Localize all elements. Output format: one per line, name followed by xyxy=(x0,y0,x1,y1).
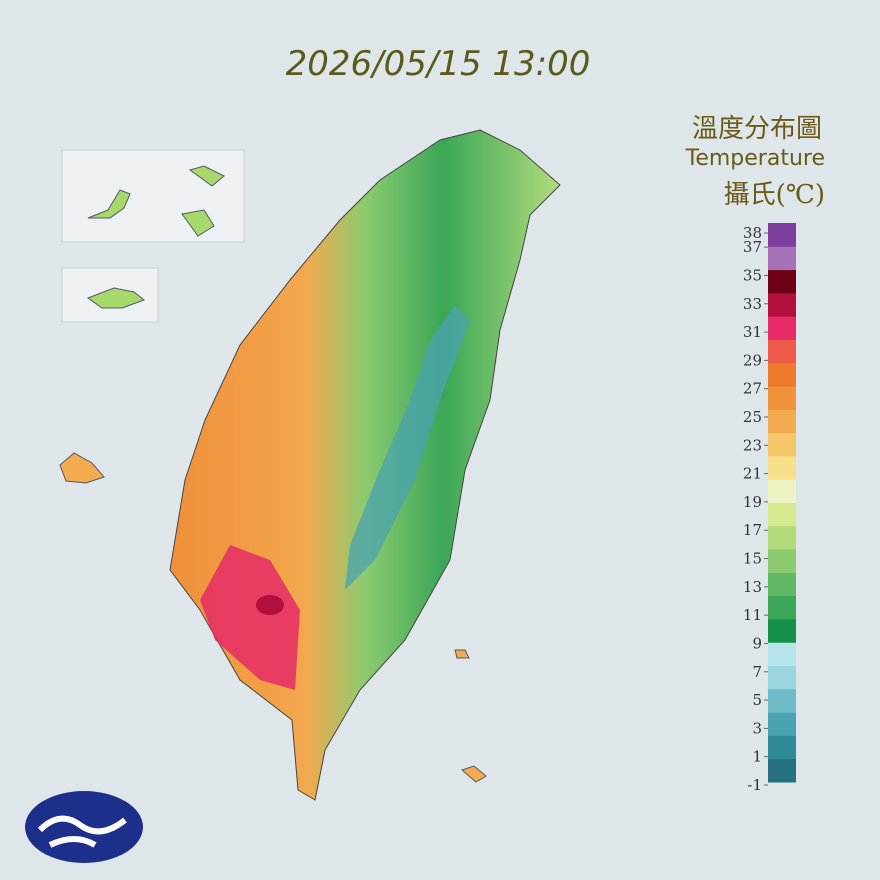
legend-swatch xyxy=(768,735,796,760)
legend-swatch xyxy=(768,292,796,317)
legend-tick-label: -1 xyxy=(747,776,762,794)
legend-tick-label: 37 xyxy=(743,238,762,256)
legend-swatch xyxy=(768,688,796,713)
legend-swatch xyxy=(768,432,796,457)
legend-tick-label: 25 xyxy=(743,408,762,426)
logo xyxy=(25,791,143,863)
legend-tick-label: 19 xyxy=(743,493,762,511)
legend-tick-label: 15 xyxy=(743,550,762,568)
legend-tick-label: 7 xyxy=(752,663,762,681)
legend-swatch xyxy=(768,362,796,387)
hot-area xyxy=(200,545,300,690)
legend-swatch xyxy=(768,712,796,736)
legend-swatch xyxy=(768,386,796,410)
legend-swatch xyxy=(768,525,796,550)
legend-tick-label: 31 xyxy=(743,323,762,341)
legend-tick-label: 17 xyxy=(743,521,762,539)
legend-swatch xyxy=(768,758,796,783)
legend-swatch xyxy=(768,455,796,480)
legend-tick-label: 21 xyxy=(743,465,762,483)
legend-tick-label: 5 xyxy=(752,691,762,709)
islets xyxy=(454,649,487,783)
legend-tick-label: 1 xyxy=(752,748,762,766)
legend-tick-label: 11 xyxy=(743,606,762,624)
map-title: 2026/05/15 13:00 xyxy=(286,44,591,84)
legend-swatch xyxy=(768,502,796,527)
legend-swatch xyxy=(768,409,796,434)
legend-subtitle: Temperature xyxy=(685,146,825,171)
legend-swatch xyxy=(768,572,796,597)
legend-tick-label: 29 xyxy=(743,351,762,369)
hot-spot xyxy=(256,595,284,615)
legend-swatch xyxy=(768,316,796,340)
legend-tick-label: 27 xyxy=(743,380,762,398)
legend-swatch xyxy=(768,549,796,573)
legend-swatch xyxy=(768,479,796,503)
legend-tick-label: 35 xyxy=(743,266,762,284)
legend-tick-label: 38 xyxy=(743,224,762,242)
legend-tick-label: 23 xyxy=(743,436,762,454)
legend-swatch xyxy=(768,223,796,247)
legend-tick-label: 33 xyxy=(743,295,762,313)
legend-tick-label: 13 xyxy=(743,578,762,596)
legend-swatch xyxy=(768,246,796,271)
legend-swatch xyxy=(768,269,796,294)
legend-swatch xyxy=(768,665,796,690)
legend-swatch xyxy=(768,339,796,364)
legend-tick-label: 9 xyxy=(752,634,762,652)
mountain-ridge xyxy=(345,305,470,590)
inset-boxes xyxy=(59,149,245,484)
legend-unit: 攝氏(℃) xyxy=(724,180,825,210)
legend-swatch xyxy=(768,618,796,643)
legend-swatch xyxy=(768,595,796,620)
legend-title: 溫度分布圖 xyxy=(692,114,822,144)
legend-tick-label: 3 xyxy=(752,719,762,737)
legend-swatch xyxy=(768,642,796,667)
